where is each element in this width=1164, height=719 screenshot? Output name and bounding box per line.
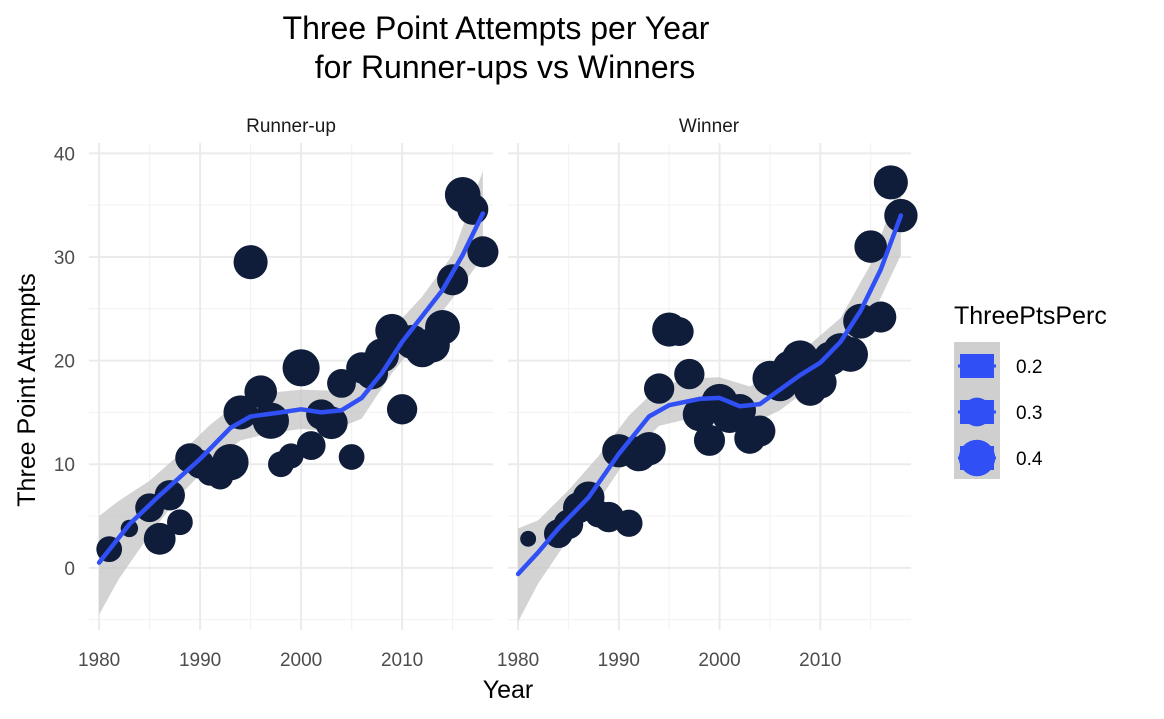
data-point (375, 313, 409, 348)
data-point (386, 394, 418, 425)
data-point (167, 509, 193, 536)
data-point (296, 431, 326, 460)
data-point (632, 431, 666, 466)
data-point (823, 333, 858, 368)
legend-label-2: 0.4 (1016, 449, 1043, 470)
y-tick-label: 0 (64, 559, 75, 580)
data-point (804, 366, 837, 399)
data-point (244, 375, 277, 408)
data-point (543, 519, 573, 549)
x-tick-label: 2010 (381, 650, 423, 671)
data-point (346, 352, 378, 384)
data-point (682, 397, 717, 432)
x-tick-label: 2000 (280, 650, 322, 671)
y-tick-label: 40 (54, 144, 75, 165)
data-point (865, 301, 897, 333)
legend: ThreePtsPerc 0.2 0.3 0.4 (954, 302, 1107, 479)
data-point (425, 309, 460, 345)
legend-title: ThreePtsPerc (954, 302, 1107, 330)
data-point (585, 500, 613, 528)
y-axis-title: Three Point Attempts (13, 273, 41, 506)
facet-panel-winner (508, 143, 918, 630)
data-point (207, 463, 234, 490)
y-tick-label: 10 (54, 455, 75, 476)
x-tick-label: 1980 (78, 650, 120, 671)
confidence-band (99, 171, 483, 615)
data-point (615, 509, 643, 537)
facet-panel-runner-up (89, 143, 499, 630)
chart-title-line1: Three Point Attempts per Year (283, 10, 710, 46)
chart-title-line2: for Runner-ups vs Winners (315, 49, 696, 85)
x-axis-title: Year (483, 676, 534, 704)
facet-strip-runner-up: Runner-up (246, 116, 336, 137)
data-point (143, 522, 176, 555)
data-point (643, 373, 675, 404)
data-point (693, 424, 726, 456)
y-tick-label: 30 (54, 248, 75, 269)
data-point (223, 395, 258, 430)
x-tick-label: 2000 (698, 650, 740, 671)
data-point (873, 165, 908, 200)
x-axis-ticks: 1980 1990 2000 2010 1980 1990 2000 2010 (78, 650, 842, 671)
x-tick-label: 2010 (799, 650, 841, 671)
x-tick-label: 1990 (179, 650, 221, 671)
data-point (405, 333, 440, 368)
legend-keys (958, 354, 996, 477)
data-point (854, 230, 887, 263)
y-tick-label: 20 (54, 352, 75, 373)
smooth-line (96, 211, 486, 565)
data-point (744, 415, 776, 447)
x-tick-label: 1990 (598, 650, 640, 671)
data-point (338, 444, 365, 470)
y-axis-ticks: 0 10 20 30 40 (54, 144, 75, 579)
data-point (674, 358, 705, 390)
data-point (252, 402, 289, 439)
data-point (520, 530, 537, 547)
data-point (327, 368, 356, 398)
data-point (457, 193, 489, 225)
facet-strip-winner: Winner (679, 116, 740, 137)
data-point (278, 443, 304, 469)
data-point (233, 245, 268, 280)
legend-label-0: 0.2 (1016, 357, 1042, 378)
data-point (282, 349, 320, 387)
data-point (664, 317, 694, 346)
x-tick-label: 1980 (497, 650, 539, 671)
data-point (467, 236, 499, 268)
smooth-line (515, 213, 904, 577)
legend-label-1: 0.3 (1016, 403, 1042, 424)
